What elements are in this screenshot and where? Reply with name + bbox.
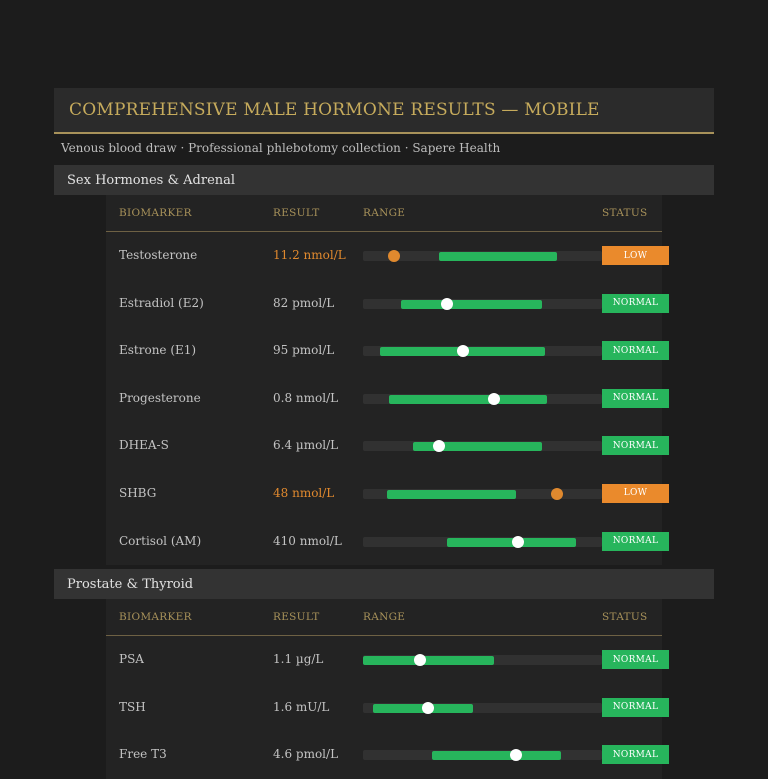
status-badge: LOW: [602, 483, 669, 503]
range-bar: [363, 654, 602, 667]
biomarker-row[interactable]: TSH 1.6 mU/L NORMAL: [106, 684, 669, 732]
sections-container: Sex Hormones & Adrenal BIOMARKER RESULT RAN…: [54, 165, 714, 779]
biomarker-row[interactable]: SHBG 48 nmol/L LOW: [106, 470, 669, 518]
biomarker-name: Free T3: [119, 747, 167, 762]
value-marker: [457, 345, 470, 358]
biomarker-row[interactable]: Cortisol (AM) 410 nmol/L NORMAL: [106, 518, 669, 566]
value-marker: [488, 392, 501, 405]
status-badge: NORMAL: [602, 650, 669, 670]
value-marker: [421, 701, 434, 714]
biomarker-name: Cortisol (AM): [119, 533, 202, 548]
column-header-status: STATUS: [602, 611, 648, 624]
biomarker-name: Estradiol (E2): [119, 295, 204, 310]
value-marker: [440, 297, 453, 310]
value-marker: [414, 654, 427, 667]
biomarker-result: 11.2 nmol/L: [273, 248, 346, 262]
status-badge: NORMAL: [602, 697, 669, 717]
value-marker: [433, 440, 446, 453]
column-header-status: STATUS: [602, 207, 648, 219]
status-badge: NORMAL: [602, 531, 669, 551]
biomarker-name: PSA: [119, 652, 144, 667]
biomarker-name: Progesterone: [119, 390, 201, 405]
section-header[interactable]: Prostate & Thyroid: [54, 569, 714, 600]
status-badge: NORMAL: [602, 388, 669, 408]
reference-range-fill: [389, 394, 548, 404]
report-panel: COMPREHENSIVE MALE HORMONE RESULTS — MOB…: [54, 88, 714, 779]
biomarker-result: 4.6 pmol/L: [273, 747, 339, 762]
range-bar: [363, 440, 602, 453]
biomarker-result: 410 nmol/L: [273, 533, 342, 548]
value-marker: [550, 487, 563, 500]
biomarker-row[interactable]: Progesterone 0.8 nmol/L NORMAL: [106, 375, 669, 423]
value-marker: [509, 749, 522, 762]
status-badge: NORMAL: [602, 745, 669, 765]
biomarker-row[interactable]: Estrone (E1) 95 pmol/L NORMAL: [106, 327, 669, 375]
reference-range-fill: [432, 751, 562, 761]
biomarker-row[interactable]: Testosterone 11.2 nmol/L LOW: [106, 232, 669, 280]
biomarker-name: Estrone (E1): [119, 343, 197, 358]
biomarker-result: 95 pmol/L: [273, 343, 335, 358]
column-header-range: RANGE: [363, 611, 406, 624]
reference-range-fill: [401, 299, 543, 309]
reference-range-fill: [413, 442, 543, 452]
biomarker-result: 48 nmol/L: [273, 485, 335, 500]
table-header: BIOMARKER RESULT RANGE STATUS: [106, 599, 662, 637]
status-badge: NORMAL: [602, 436, 669, 456]
biomarker-row[interactable]: Free T3 4.6 pmol/L NORMAL: [106, 731, 669, 779]
range-bar: [363, 749, 602, 762]
column-header-result: RESULT: [273, 207, 320, 219]
range-bar: [363, 345, 602, 358]
reference-range-fill: [439, 252, 557, 261]
biomarker-result: 1.6 mU/L: [273, 699, 330, 714]
range-bar: [363, 250, 602, 262]
results-table: BIOMARKER RESULT RANGE STATUS Testosterone 11…: [106, 195, 669, 566]
range-bar: [363, 392, 602, 405]
report-subtitle: Venous blood draw · Professional phlebot…: [61, 141, 501, 155]
reference-range-fill: [446, 537, 576, 547]
status-badge: NORMAL: [602, 341, 669, 361]
report-title: COMPREHENSIVE MALE HORMONE RESULTS — MOB…: [69, 100, 600, 120]
column-header-result: RESULT: [273, 611, 320, 624]
biomarker-name: SHBG: [119, 485, 157, 500]
range-bar: [363, 487, 602, 500]
section-header[interactable]: Sex Hormones & Adrenal: [54, 165, 714, 195]
value-marker: [388, 250, 401, 262]
biomarker-result: 0.8 nmol/L: [273, 390, 339, 405]
reference-range-fill: [386, 489, 516, 499]
reference-range-fill: [363, 656, 495, 666]
biomarker-row[interactable]: DHEA-S 6.4 µmol/L NORMAL: [106, 422, 669, 470]
biomarker-name: Testosterone: [119, 248, 198, 262]
biomarker-row[interactable]: PSA 1.1 µg/L NORMAL: [106, 636, 669, 684]
status-badge: NORMAL: [602, 293, 669, 313]
biomarker-row[interactable]: Estradiol (E2) 82 pmol/L NORMAL: [106, 280, 669, 328]
biomarker-result: 1.1 µg/L: [273, 652, 324, 667]
column-header-range: RANGE: [363, 207, 406, 219]
range-bar: [363, 701, 602, 714]
results-table: BIOMARKER RESULT RANGE STATUS PSA 1.1 µg/L NOR…: [106, 599, 669, 779]
biomarker-result: 6.4 µmol/L: [273, 438, 339, 453]
column-header-biomarker: BIOMARKER: [119, 207, 192, 219]
biomarker-name: DHEA-S: [119, 438, 169, 453]
status-badge: LOW: [602, 246, 669, 265]
biomarker-result: 82 pmol/L: [273, 295, 335, 310]
range-bar: [363, 297, 602, 310]
column-header-biomarker: BIOMARKER: [119, 611, 192, 624]
value-marker: [512, 535, 525, 548]
table-header: BIOMARKER RESULT RANGE STATUS: [106, 195, 662, 232]
biomarker-name: TSH: [119, 699, 146, 714]
range-bar: [363, 535, 602, 548]
report-header: COMPREHENSIVE MALE HORMONE RESULTS — MOB…: [54, 88, 714, 134]
